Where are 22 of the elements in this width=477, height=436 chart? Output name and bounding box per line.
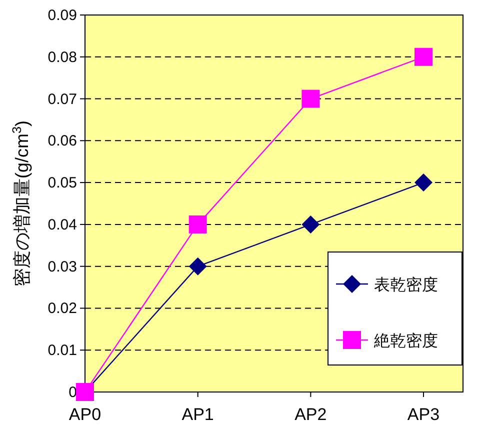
y-tick-label: 0.01 [48, 342, 77, 360]
point [188, 257, 207, 276]
point [302, 90, 320, 108]
point [188, 215, 207, 234]
x-tick-label: AP2 [294, 405, 327, 424]
y-tick-label: 0 [68, 384, 77, 401]
y-tick-label: 0.03 [48, 258, 77, 276]
y-tick-label: 0.07 [48, 90, 77, 108]
y-tick-label: 0.08 [48, 48, 77, 66]
x-tick-label: AP1 [182, 405, 214, 424]
y-tick-label: 0.04 [48, 216, 77, 234]
y-tick-label: 0.06 [48, 132, 77, 150]
x-tick-label: AP3 [407, 405, 440, 424]
legend-label: 絶乾密度 [373, 332, 438, 350]
y-tick-label: 0.05 [48, 174, 77, 192]
point [302, 215, 320, 234]
y-tick-label: 0.02 [48, 300, 77, 318]
point [414, 48, 433, 66]
point [414, 174, 433, 192]
legend-label: 表乾密度 [374, 276, 438, 294]
x-tick-label: AP0 [68, 405, 102, 424]
y-tick-label: 0.09 [48, 7, 77, 24]
